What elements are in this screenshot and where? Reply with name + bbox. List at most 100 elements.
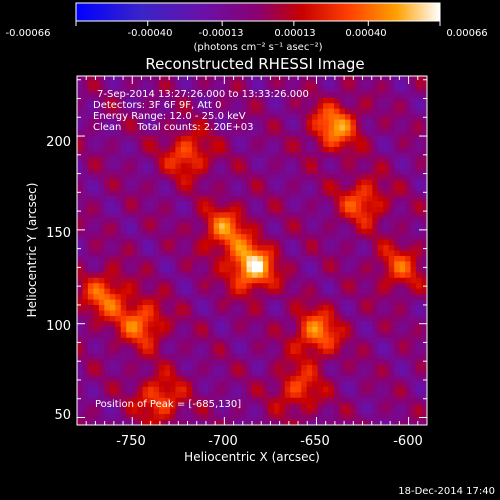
heatmap-cell xyxy=(317,86,324,93)
heatmap-cell xyxy=(284,250,291,257)
heatmap-cell xyxy=(323,114,329,121)
heatmap-cell xyxy=(252,234,258,240)
heatmap-cell xyxy=(410,392,417,399)
heatmap-cell xyxy=(306,261,313,268)
heatmap-cell xyxy=(257,174,264,181)
heatmap-cell xyxy=(306,403,313,410)
heatmap-cell xyxy=(290,414,297,420)
heatmap-cell xyxy=(344,277,351,284)
heatmap-cell xyxy=(416,337,422,344)
heatmap-cell xyxy=(93,103,100,110)
heatmap-cell xyxy=(279,76,286,82)
heatmap-cell xyxy=(126,195,133,202)
heatmap-cell xyxy=(284,163,291,170)
heatmap-cell xyxy=(317,283,324,290)
heatmap-cell xyxy=(164,419,171,426)
heatmap-cell xyxy=(87,212,94,219)
heatmap-cell xyxy=(295,305,302,311)
heatmap-cell xyxy=(284,92,291,99)
heatmap-cell xyxy=(208,386,215,393)
heatmap-cell xyxy=(312,272,319,279)
heatmap-cell xyxy=(77,190,83,197)
heatmap-cell xyxy=(361,152,368,159)
heatmap-cell xyxy=(115,294,122,300)
heatmap-cell xyxy=(334,245,340,251)
heatmap-cell xyxy=(159,261,165,268)
heatmap-cell xyxy=(82,299,89,306)
heatmap-cell xyxy=(399,185,406,191)
heatmap-cell xyxy=(197,239,204,246)
heatmap-cell xyxy=(93,381,100,388)
heatmap-cell xyxy=(148,392,154,399)
heatmap-cell xyxy=(295,370,302,377)
heatmap-cell xyxy=(273,332,280,339)
heatmap-cell xyxy=(202,310,209,317)
heatmap-cell xyxy=(405,255,411,262)
heatmap-cell xyxy=(175,397,182,404)
heatmap-cell xyxy=(262,261,269,268)
heatmap-cell xyxy=(312,201,319,208)
heatmap-cell xyxy=(87,294,94,300)
heatmap-cell xyxy=(257,272,264,279)
heatmap-cell xyxy=(366,179,373,186)
heatmap-cell xyxy=(383,305,390,311)
heatmap-cell xyxy=(366,174,373,181)
heatmap-cell xyxy=(213,359,220,366)
heatmap-cell xyxy=(202,403,209,410)
heatmap-cell xyxy=(213,266,220,273)
heatmap-cell xyxy=(410,321,417,328)
heatmap-cell xyxy=(77,408,83,415)
heatmap-cell xyxy=(126,294,133,300)
heatmap-cell xyxy=(180,217,187,224)
heatmap-cell xyxy=(169,294,176,300)
heatmap-cell xyxy=(279,174,286,181)
heatmap-cell xyxy=(372,141,379,148)
heatmap-cell xyxy=(197,310,204,317)
heatmap-cell xyxy=(186,375,193,382)
heatmap-cell xyxy=(268,272,275,279)
heatmap-cell xyxy=(355,283,362,290)
heatmap-cell xyxy=(235,299,242,306)
heatmap-cell xyxy=(208,359,215,366)
heatmap-cell xyxy=(98,152,105,159)
heatmap-cell xyxy=(344,81,351,88)
heatmap-cell xyxy=(410,261,417,268)
heatmap-cell xyxy=(339,114,346,121)
heatmap-cell xyxy=(252,92,258,99)
heatmap-cell xyxy=(262,283,269,290)
heatmap-cell xyxy=(98,157,105,164)
heatmap-cell xyxy=(344,403,351,410)
heatmap-cell xyxy=(273,408,280,415)
heatmap-cell xyxy=(317,146,324,153)
heatmap-cell xyxy=(383,81,390,88)
heatmap-cell xyxy=(416,414,422,420)
heatmap-cell xyxy=(202,250,209,257)
heatmap-cell xyxy=(208,195,215,202)
heatmap-cell xyxy=(115,343,122,350)
heatmap-cell xyxy=(317,332,324,339)
heatmap-cell xyxy=(197,305,204,311)
heatmap-cell xyxy=(131,419,138,426)
heatmap-cell xyxy=(180,201,187,208)
heatmap-cell xyxy=(328,114,335,121)
heatmap-cell xyxy=(87,277,94,284)
heatmap-cell xyxy=(366,141,373,148)
heatmap-cell xyxy=(295,217,302,224)
heatmap-cell xyxy=(317,119,324,126)
heatmap-cell xyxy=(366,217,373,224)
heatmap-cell xyxy=(295,414,302,420)
heatmap-cell xyxy=(148,179,154,186)
heatmap-cell xyxy=(405,261,411,268)
heatmap-cell xyxy=(197,294,204,300)
heatmap-cell xyxy=(268,174,275,181)
heatmap-cell xyxy=(399,97,406,104)
heatmap-cell xyxy=(82,217,89,224)
heatmap-cell xyxy=(405,234,411,240)
heatmap-cell xyxy=(334,337,340,344)
heatmap-cell xyxy=(268,234,275,240)
heatmap-cell xyxy=(366,261,373,268)
heatmap-cell xyxy=(290,266,297,273)
heatmap-cell xyxy=(394,108,401,115)
heatmap-cell xyxy=(268,392,275,399)
heatmap-cell xyxy=(366,239,373,246)
